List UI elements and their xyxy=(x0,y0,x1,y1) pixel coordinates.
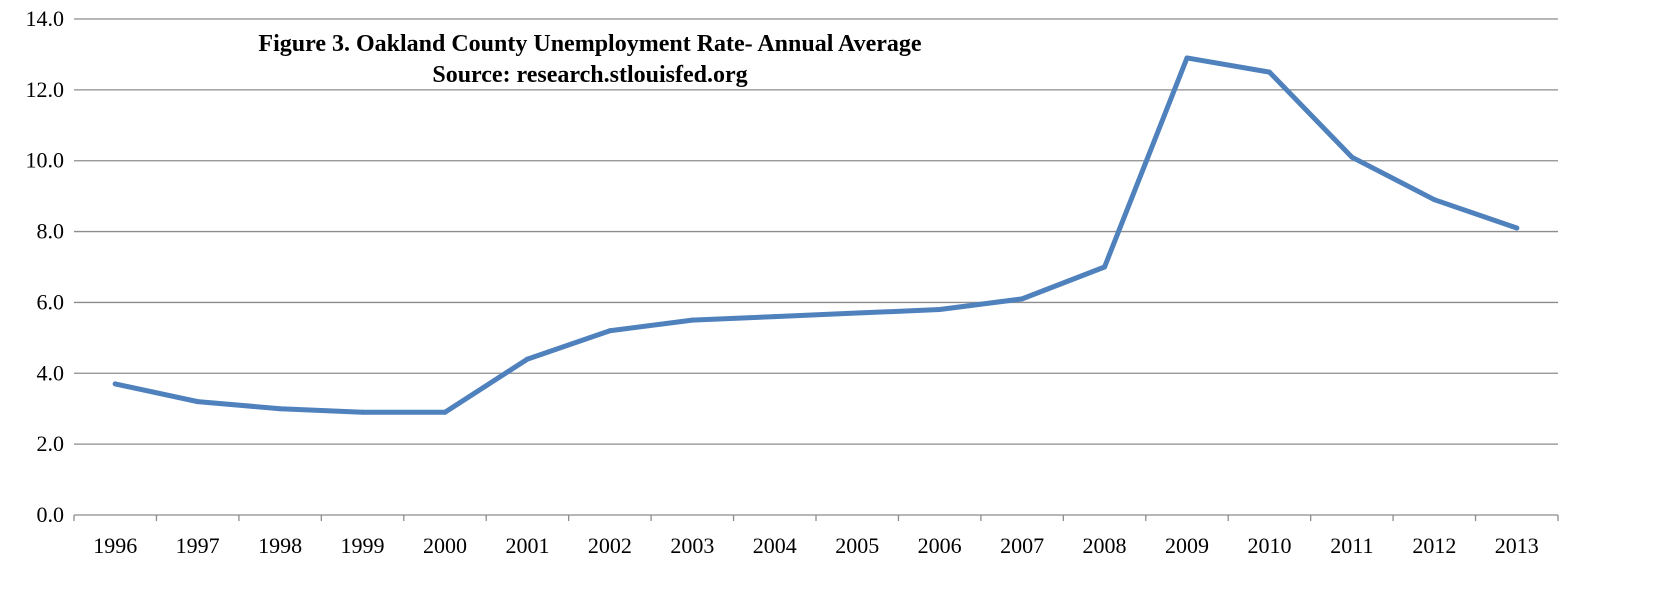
x-tick-label: 1998 xyxy=(258,533,302,558)
y-tick-label: 10.0 xyxy=(26,148,65,173)
y-tick-label: 12.0 xyxy=(26,77,65,102)
data-point xyxy=(360,409,366,415)
data-point xyxy=(937,307,943,313)
data-point xyxy=(772,314,778,320)
data-point xyxy=(524,356,530,362)
y-tick-label: 8.0 xyxy=(37,219,65,244)
data-point xyxy=(1266,69,1272,75)
series-line xyxy=(112,55,1520,415)
y-axis-tick-labels: 0.0 2.0 4.0 6.0 8.0 10.0 12.0 14.0 xyxy=(26,6,65,527)
chart-title: Figure 3. Oakland County Unemployment Ra… xyxy=(258,31,921,57)
y-tick-label: 0.0 xyxy=(37,502,65,527)
data-point xyxy=(442,409,448,415)
x-tick-label: 2007 xyxy=(1000,533,1044,558)
data-point xyxy=(689,317,695,323)
x-tick-label: 2005 xyxy=(835,533,879,558)
x-axis-tick-labels: 1996 1997 1998 1999 2000 2001 2002 2003 2004 2005… xyxy=(93,533,1539,558)
x-tick-label: 2011 xyxy=(1330,533,1373,558)
x-tick-label: 1997 xyxy=(176,533,220,558)
x-axis xyxy=(73,514,1559,521)
data-point xyxy=(607,328,613,334)
x-tick-label: 2001 xyxy=(505,533,549,558)
x-tick-label: 2013 xyxy=(1495,533,1539,558)
data-point xyxy=(112,381,118,387)
data-point xyxy=(277,406,283,412)
x-tick-label: 2006 xyxy=(918,533,962,558)
x-tick-label: 2000 xyxy=(423,533,467,558)
data-point xyxy=(1184,55,1190,61)
x-tick-label: 2003 xyxy=(670,533,714,558)
y-tick-label: 2.0 xyxy=(37,431,65,456)
x-tick-label: 2012 xyxy=(1412,533,1456,558)
data-point xyxy=(1431,197,1437,203)
data-point xyxy=(854,310,860,316)
y-tick-label: 14.0 xyxy=(26,6,65,31)
x-tick-label: 2009 xyxy=(1165,533,1209,558)
x-tick-label: 1996 xyxy=(93,533,137,558)
x-tick-label: 2002 xyxy=(588,533,632,558)
y-tick-label: 4.0 xyxy=(37,360,65,385)
x-tick-label: 2010 xyxy=(1247,533,1291,558)
data-point xyxy=(195,399,201,405)
x-tick-label: 1999 xyxy=(341,533,385,558)
data-point xyxy=(1019,296,1025,302)
data-point xyxy=(1349,154,1355,160)
chart-title-block: Figure 3. Oakland County Unemployment Ra… xyxy=(258,31,921,88)
x-tick-label: 2008 xyxy=(1083,533,1127,558)
chart-subtitle: Source: research.stlouisfed.org xyxy=(432,62,747,88)
y-tick-label: 6.0 xyxy=(37,289,65,314)
gridlines xyxy=(74,18,1558,445)
data-point xyxy=(1102,264,1108,270)
data-point xyxy=(1514,225,1520,231)
series-layer xyxy=(112,55,1520,415)
x-tick-label: 2004 xyxy=(753,533,797,558)
